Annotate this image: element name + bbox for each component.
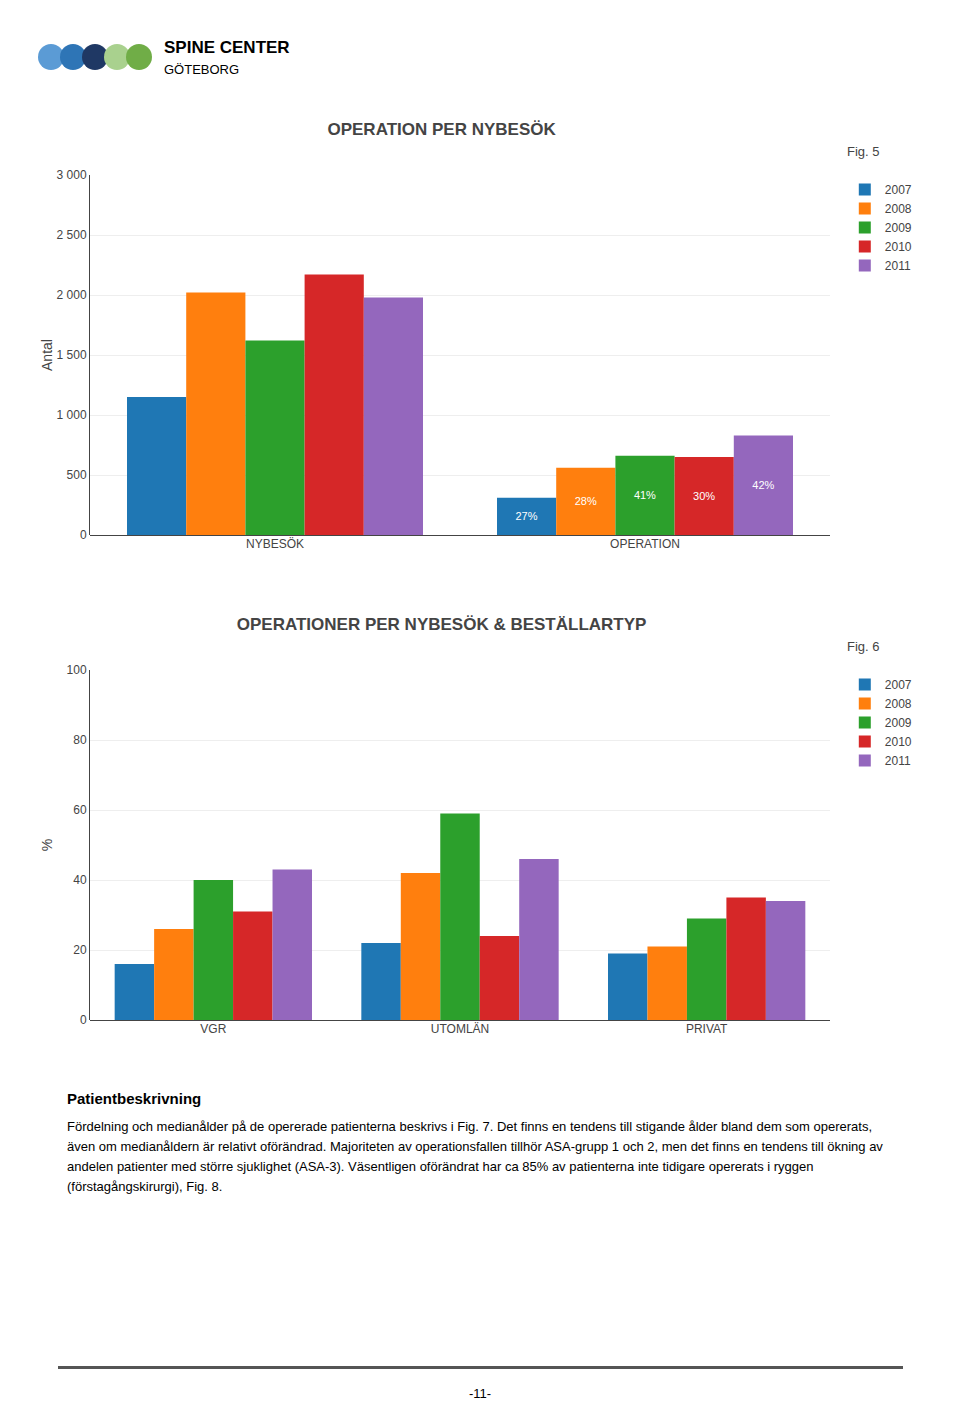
svg-text:2011: 2011 [885,259,911,273]
svg-text:2010: 2010 [885,240,912,254]
svg-text:Fig. 5: Fig. 5 [847,144,880,159]
svg-text:0: 0 [80,1013,87,1027]
svg-text:1 000: 1 000 [57,408,87,422]
svg-text:0: 0 [80,528,87,542]
svg-text:3 000: 3 000 [57,168,87,182]
svg-text:2007: 2007 [885,183,912,197]
svg-text:40: 40 [73,873,87,887]
svg-text:2008: 2008 [885,697,912,711]
svg-text:42%: 42% [752,479,774,491]
svg-text:80: 80 [73,733,87,747]
html-text:GÖTEBORG: GÖTEBORG [164,61,240,77]
svg-text:2009: 2009 [885,716,912,730]
svg-text:OPERATIONER PER NYBESÖK & BEST: OPERATIONER PER NYBESÖK & BESTÄLLARTYP [237,615,647,634]
svg-text:2008: 2008 [885,202,912,216]
svg-text:2007: 2007 [885,678,912,692]
html-text:-11-: -11- [468,1386,492,1401]
svg-text:2 000: 2 000 [57,288,87,302]
svg-text:2011: 2011 [885,754,911,768]
svg-text:PRIVAT: PRIVAT [686,1022,728,1036]
html-text:Patientbeskrivning: Patientbeskrivning [67,1090,202,1107]
svg-text:2 500: 2 500 [57,228,87,242]
svg-text:Fig. 6: Fig. 6 [847,639,880,654]
svg-text:60: 60 [73,803,87,817]
svg-text:UTOMLÄN: UTOMLÄN [431,1022,489,1036]
html-text:Fördelning och medianålder på: Fördelning och medianålder på de operera… [67,1119,883,1195]
svg-text:2009: 2009 [885,221,912,235]
svg-text:20: 20 [73,943,87,957]
svg-text:28%: 28% [575,495,597,507]
svg-text:NYBESÖK: NYBESÖK [246,537,304,551]
svg-text:2010: 2010 [885,735,912,749]
svg-text:%: % [39,839,55,851]
svg-text:VGR: VGR [200,1022,226,1036]
svg-text:Antal: Antal [39,339,55,371]
html-text:SPINE CENTER: SPINE CENTER [164,37,290,57]
svg-text:100: 100 [67,663,87,677]
svg-text:500: 500 [67,468,87,482]
svg-text:OPERATION PER NYBESÖK: OPERATION PER NYBESÖK [327,120,556,139]
svg-text:30%: 30% [693,490,715,502]
svg-text:41%: 41% [634,489,656,501]
svg-text:1 500: 1 500 [57,348,87,362]
svg-text:27%: 27% [515,510,537,522]
svg-text:OPERATION: OPERATION [610,537,680,551]
